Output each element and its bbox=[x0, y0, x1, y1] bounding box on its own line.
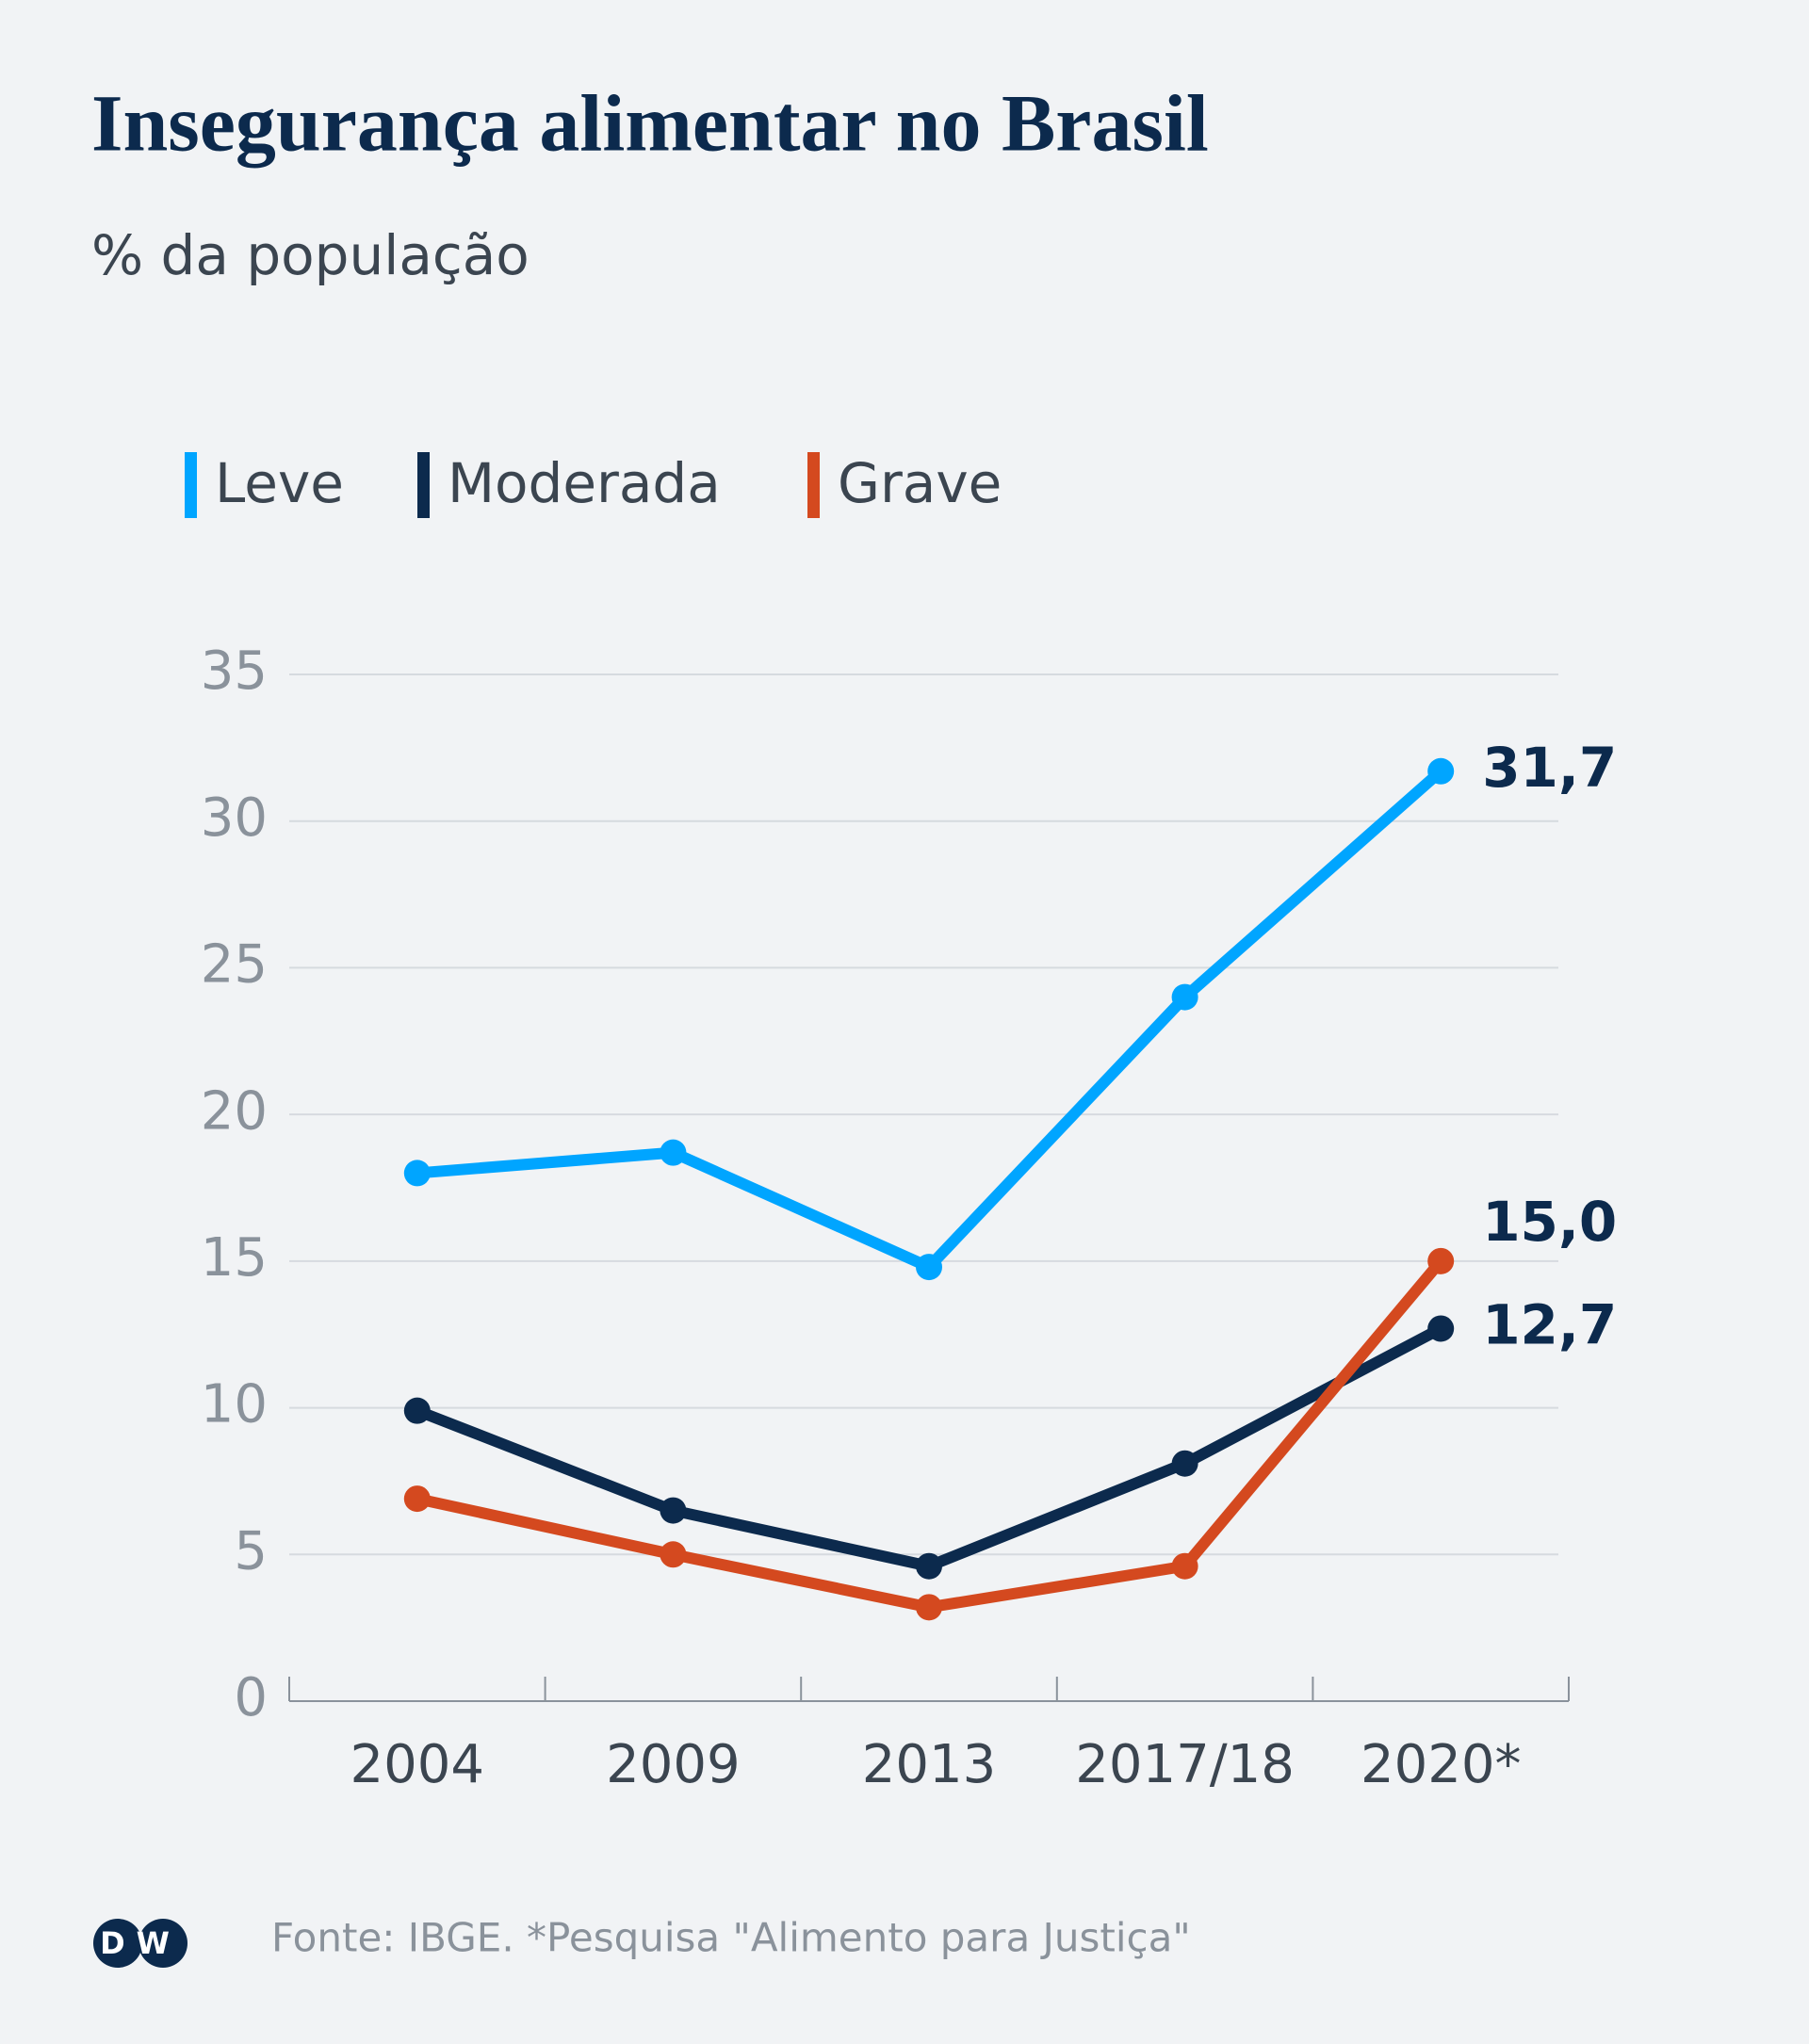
data-point bbox=[660, 1139, 687, 1166]
data-point bbox=[1171, 1450, 1198, 1477]
data-point bbox=[660, 1541, 687, 1568]
logo: DW bbox=[93, 1919, 187, 1968]
y-tick-label: 0 bbox=[234, 1667, 268, 1728]
y-tick-label: 10 bbox=[201, 1374, 268, 1436]
chart-subtitle: % da população bbox=[91, 223, 530, 287]
y-tick-label: 25 bbox=[201, 934, 268, 996]
data-point bbox=[1427, 1247, 1455, 1274]
legend-label: Leve bbox=[215, 451, 344, 515]
x-tick-label: 2009 bbox=[606, 1734, 741, 1795]
value-label: 31,7 bbox=[1482, 736, 1617, 800]
y-tick-label: 30 bbox=[201, 787, 268, 849]
legend-swatch bbox=[417, 452, 430, 518]
x-tick-label: 2013 bbox=[862, 1734, 997, 1795]
data-point bbox=[660, 1497, 687, 1524]
y-tick-label: 15 bbox=[201, 1227, 268, 1289]
data-point bbox=[1427, 757, 1455, 785]
legend-label: Grave bbox=[838, 451, 1002, 515]
data-point bbox=[403, 1160, 431, 1187]
value-label: 12,7 bbox=[1482, 1293, 1617, 1357]
data-point bbox=[916, 1552, 942, 1580]
legend-swatch bbox=[185, 452, 197, 518]
value-label: 15,0 bbox=[1482, 1190, 1617, 1254]
source: Fonte: IBGE. *Pesquisa "Alimento para Ju… bbox=[271, 1915, 1191, 1961]
data-point bbox=[1427, 1315, 1455, 1342]
data-point bbox=[916, 1254, 942, 1281]
data-point bbox=[1171, 983, 1198, 1011]
y-tick-label: 20 bbox=[201, 1080, 268, 1142]
x-tick-label: 2017/18 bbox=[1075, 1734, 1295, 1795]
x-tick-label: 2020* bbox=[1361, 1734, 1522, 1795]
chart-title: Insegurança alimentar no Brasil bbox=[91, 78, 1209, 169]
y-tick-label: 35 bbox=[201, 641, 268, 702]
logo-circle bbox=[93, 1919, 142, 1968]
data-point bbox=[403, 1485, 431, 1513]
data-point bbox=[1171, 1552, 1198, 1580]
x-tick-label: 2004 bbox=[350, 1734, 485, 1795]
logo-text: DW bbox=[100, 1925, 181, 1961]
data-point bbox=[916, 1594, 942, 1621]
legend-swatch bbox=[807, 452, 820, 518]
logo-circle bbox=[139, 1919, 187, 1968]
data-point bbox=[403, 1397, 431, 1424]
y-tick-label: 5 bbox=[234, 1520, 268, 1582]
legend-label: Moderada bbox=[448, 451, 721, 515]
